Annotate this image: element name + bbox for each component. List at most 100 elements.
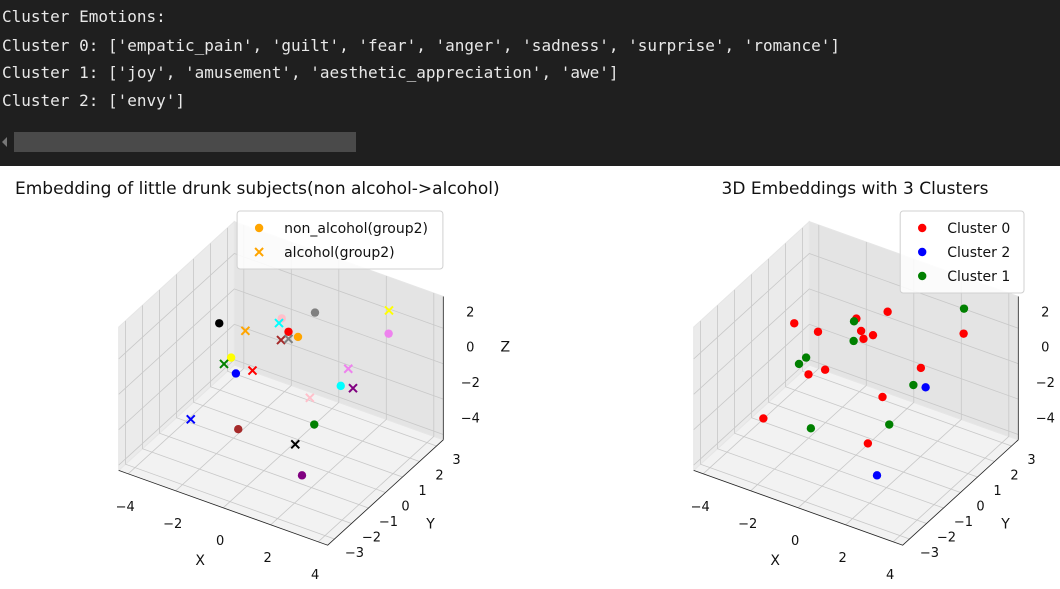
point [310,420,319,429]
console-output: Cluster Emotions: Cluster 0: ['empatic_p… [0,0,1060,166]
point [806,424,816,433]
point [274,318,284,328]
point [804,370,813,379]
point [916,363,926,373]
y-tick-label: −1 [954,515,973,530]
x-tick-label: 2 [839,551,847,566]
point [868,330,878,340]
y-axis-label: Y [425,517,435,533]
x-tick-label: 0 [216,534,224,549]
point [277,314,286,323]
point [240,326,251,336]
point [794,359,804,369]
legend-label: alcohol(group2) [284,245,395,261]
point [247,365,258,376]
grid-line [734,289,944,509]
x-tick-label: 4 [311,568,319,583]
grid-line [142,305,352,524]
point [790,319,799,328]
point [959,329,968,338]
point [284,327,293,336]
x-tick-label: 2 [264,551,272,566]
x-axis-label: X [770,553,780,569]
point [343,364,353,374]
z-tick-label: −4 [461,412,480,427]
legend-label: non_alcohol(group2) [284,221,428,237]
point [231,369,241,378]
z-tick-label: 2 [466,305,474,320]
point [234,424,243,434]
point [283,334,294,344]
grid-line [693,323,1019,430]
point [909,380,918,390]
z-tick-label: −4 [1036,412,1055,427]
grid-line [159,289,369,509]
chart-title: Embedding of little drunk subjects(non a… [15,179,500,199]
grid-line [693,253,1019,360]
point [849,336,858,346]
point [885,420,894,429]
console-line: Cluster 2: ['envy'] [2,91,186,110]
point [820,365,830,374]
y-tick-label: 3 [1027,453,1035,468]
console-line: Cluster 0: ['empatic_pain', 'guilt', 'fe… [2,36,841,55]
point [959,304,969,313]
z-tick-label: 0 [466,341,474,356]
y-tick-label: 3 [452,453,460,468]
grid-line [176,274,386,493]
legend-label: Cluster 2 [947,245,1010,261]
point [878,392,887,402]
x-tick-label: 0 [791,534,799,549]
y-tick-label: 1 [418,484,426,499]
point [759,414,768,423]
point [384,305,394,316]
y-tick-label: 2 [1010,469,1018,484]
point [859,334,868,344]
legend-marker [918,247,927,257]
z-tick-label: −2 [461,376,480,391]
y-tick-label: 0 [401,500,409,515]
legend-box [899,210,1025,294]
grid-line [845,276,962,526]
point [921,383,930,392]
grid-line [892,293,1010,543]
console-line: Cluster Emotions: [2,7,166,26]
grid-line [222,259,340,509]
point [348,383,358,393]
x-tick-label: −2 [738,517,757,532]
point [863,439,873,448]
y-tick-label: −3 [345,546,364,561]
point [310,308,320,317]
grid-line [118,323,444,430]
scroll-arrow[interactable] [2,137,7,147]
legend-marker [254,223,264,233]
grid-line [785,243,995,462]
grid-line [693,288,1019,395]
chart-title: 3D Embeddings with 3 Clusters [722,179,989,199]
grid-line [717,305,927,524]
point [215,319,224,328]
y-tick-label: 2 [435,469,443,484]
point [384,329,393,338]
point [849,317,859,326]
grid-line [193,258,403,478]
grid-line [175,242,292,492]
grid-line [125,320,335,540]
point [336,381,345,391]
point [276,335,286,345]
legend-marker [918,271,927,281]
z-axis-label: Z [501,340,511,356]
point [801,353,811,362]
x-tick-label: −4 [691,500,710,515]
point [872,471,882,480]
point [305,393,315,403]
z-tick-label: −2 [1036,376,1055,391]
point [297,471,307,480]
scrollbar[interactable] [14,132,356,152]
legend-label: Cluster 1 [947,269,1010,285]
point [883,307,892,316]
x-tick-label: −2 [163,517,182,532]
x-tick-label: −4 [116,500,135,515]
point [290,439,300,449]
